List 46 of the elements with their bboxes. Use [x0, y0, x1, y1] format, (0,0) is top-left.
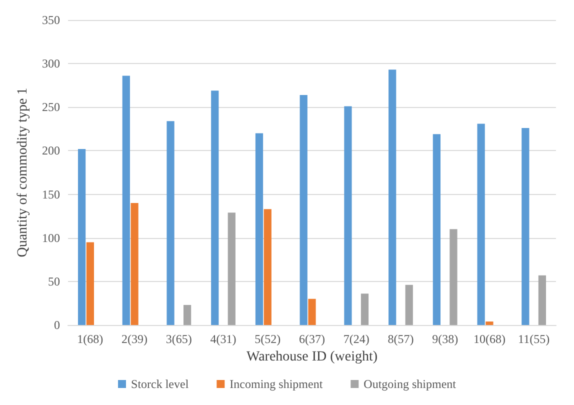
bar [122, 76, 130, 325]
bar [183, 304, 192, 325]
x-tick-label: 3(65) [166, 332, 192, 346]
y-tick-label: 300 [42, 56, 60, 71]
y-axis-title: Quantity of commodity type 1 [16, 88, 30, 258]
y-tick-label: 200 [42, 144, 60, 158]
bar [166, 121, 174, 325]
bar [538, 275, 546, 325]
bar [405, 284, 413, 325]
x-tick-label: 9(38) [432, 332, 458, 346]
x-tick-label: 10(68) [473, 332, 506, 346]
y-tick-label: 50 [48, 274, 60, 288]
bar [255, 133, 264, 325]
bar [388, 70, 396, 325]
bar [432, 134, 441, 325]
y-tick-label: 150 [42, 187, 60, 202]
x-tick-label: 1(68) [77, 332, 104, 346]
bar [486, 322, 494, 325]
bar [211, 90, 219, 325]
x-tick-label: 6(37) [299, 332, 325, 346]
y-tick-label: 250 [42, 100, 60, 114]
bar [477, 124, 485, 325]
bar [450, 229, 458, 325]
bar [264, 209, 272, 325]
x-tick-label: 2(39) [122, 332, 148, 346]
bar [308, 298, 316, 325]
bar [86, 242, 94, 325]
y-tick-label: 0 [54, 318, 60, 332]
bar [522, 128, 530, 325]
bar [360, 294, 369, 325]
bar [228, 212, 236, 325]
y-tick-label: 100 [42, 230, 60, 245]
bar [78, 148, 86, 325]
x-tick-label: 5(52) [254, 332, 281, 346]
x-axis-title: Warehouse ID (weight) [246, 349, 378, 364]
legend-label: Storck level [131, 377, 190, 391]
bar [130, 203, 138, 325]
x-tick-label: 8(57) [388, 332, 414, 346]
y-tick-label: 350 [42, 13, 60, 27]
x-tick-label: 7(24) [343, 332, 370, 346]
bar [344, 106, 352, 325]
legend-label: Outgoing shipment [364, 377, 457, 391]
x-tick-label: 11(55) [518, 332, 550, 346]
bar [300, 94, 308, 325]
x-tick-label: 4(31) [210, 332, 236, 346]
legend-label: Incoming shipment [230, 377, 324, 391]
